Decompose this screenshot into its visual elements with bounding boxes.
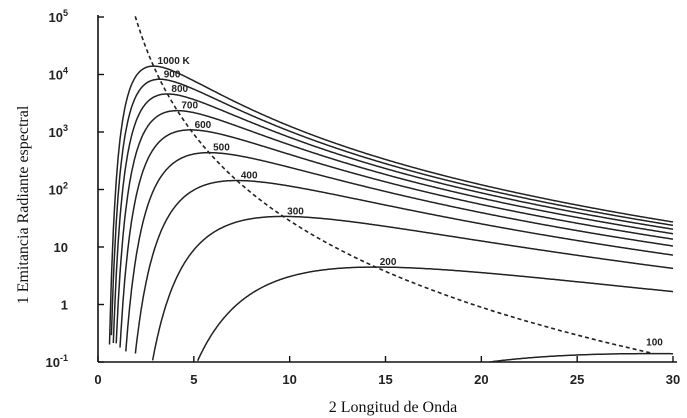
y-tick-label: 10 [54, 240, 68, 255]
x-axis-title: 2 Longitud de Onda [329, 399, 457, 416]
curve-100k [489, 352, 673, 363]
curve-600k [119, 129, 674, 348]
curve-1000k [108, 65, 674, 345]
x-tick-label: 0 [94, 372, 101, 387]
curve-900k [110, 78, 674, 336]
x-tick-label: 15 [378, 372, 392, 387]
curves [108, 16, 674, 363]
curve-label-100k: 100 [646, 338, 663, 349]
x-tick-label: 20 [474, 372, 488, 387]
x-tick-label: 30 [666, 372, 680, 387]
x-tick-label: 5 [190, 372, 197, 387]
curve-300k [151, 215, 674, 361]
x-tick-label: 10 [282, 372, 296, 387]
curve-500k [125, 151, 674, 352]
curve-label-600k: 600 [195, 120, 212, 131]
curve-800k [112, 93, 674, 344]
curve-label-900k: 900 [164, 69, 181, 80]
y-tick-label: 103 [49, 123, 68, 140]
curve-label-300k: 300 [287, 206, 304, 217]
curve-700k [115, 109, 674, 344]
curve-labels: 1000 K 900 800 700 600 500 400 300 200 100 [158, 56, 664, 349]
x-tick-label: 25 [570, 372, 584, 387]
y-tick-label: 10-1 [46, 353, 68, 370]
y-tick-label: 102 [49, 181, 68, 198]
curve-label-700k: 700 [181, 101, 198, 112]
curve-label-800k: 800 [171, 84, 188, 95]
curve-label-200k: 200 [380, 257, 397, 268]
y-tick-label: 105 [49, 8, 68, 25]
y-tick-label: 1 [61, 298, 68, 313]
curve-200k [197, 266, 674, 362]
curve-label-400k: 400 [241, 171, 258, 182]
wien-peak-line [134, 16, 654, 355]
curve-400k [134, 179, 674, 354]
curve-label-1000k: 1000 K [158, 56, 191, 67]
curve-label-500k: 500 [213, 143, 230, 154]
y-axis-title: 1 Emitancia Radiante espectral [15, 105, 32, 304]
y-tick-label: 104 [49, 66, 68, 83]
